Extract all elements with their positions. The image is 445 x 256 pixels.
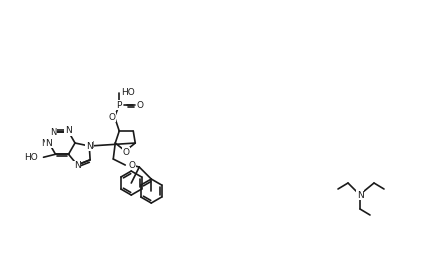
Text: O: O [109,113,116,122]
Text: N: N [65,126,72,135]
Text: N: N [41,138,47,147]
Text: N: N [356,190,364,199]
Text: N: N [87,141,93,150]
Text: P: P [117,101,122,110]
Text: O: O [136,101,143,110]
Text: N: N [74,161,81,170]
Text: O: O [123,147,130,156]
Text: N: N [86,142,93,151]
Text: N: N [73,161,80,170]
Text: HO: HO [121,88,135,97]
Text: HO: HO [24,153,37,162]
Text: N: N [50,128,57,137]
Text: O: O [128,161,135,169]
Text: N: N [46,138,53,147]
